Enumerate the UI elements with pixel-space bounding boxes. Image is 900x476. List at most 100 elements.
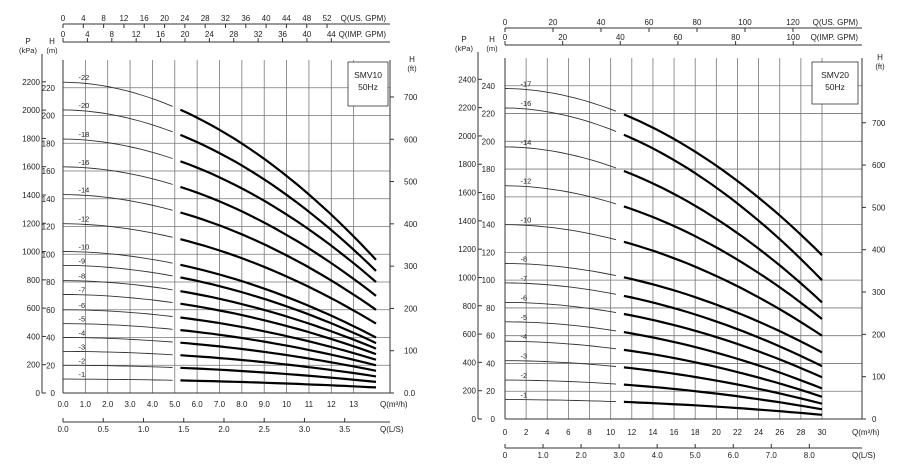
kpa-axis-unit: (kPa) <box>455 44 473 53</box>
head-m-tick-label: 20 <box>46 361 55 370</box>
impgpm-tick-label: 20 <box>181 30 190 39</box>
impgpm-tick-label: 4 <box>85 30 90 39</box>
curve-stages-2 <box>623 383 823 411</box>
curves: -1- 2- 3- 4- 5- 6- 7- 8- 9- 10- 12- 14- 16- 18- 20- 22 <box>62 73 377 389</box>
xls-tick-label: 6.0 <box>728 451 740 460</box>
xm3h-tick-label: 11 <box>305 400 314 409</box>
head-m-tick-label: 120 <box>42 223 56 232</box>
impgpm-tick-label: 60 <box>673 33 682 42</box>
curve-label-dash: - <box>79 285 82 294</box>
kpa-tick-label: 800 <box>463 302 477 311</box>
top-axes: 0 4 8 12 16 20 24 28 32 36 40 44 48 52 Q(US. GPM)0 4 8 12… <box>61 14 390 43</box>
head-m-tick-label: 200 <box>42 112 56 121</box>
impgpm-tick-label: 36 <box>278 30 287 39</box>
xls-tick-label: 1.5 <box>178 425 190 434</box>
impgpm-tick-label: 0 <box>503 33 508 42</box>
curve-label-dash: - <box>79 356 82 365</box>
curve-label-2: 2 <box>81 356 85 365</box>
head-m-tick-label: 40 <box>486 359 495 368</box>
usgpm-tick-label: 24 <box>180 14 189 23</box>
grid <box>504 58 863 420</box>
xm3h-tick-label: 12 <box>327 400 336 409</box>
curve-label-dash: - <box>521 391 524 400</box>
head-m-tick-label: 0 <box>491 415 496 424</box>
curve-stages-7 <box>623 294 823 368</box>
curve-label-10: 10 <box>81 242 89 251</box>
xm3h-tick-label: 28 <box>796 428 805 437</box>
xm3h-tick-label: 9.0 <box>259 400 271 409</box>
xls-tick-label: 0 <box>503 451 508 460</box>
curve-stages-6 <box>623 312 823 379</box>
head-m-tick-label: 180 <box>482 165 496 174</box>
curve-stages-7 <box>180 302 377 356</box>
frequency-label: 50Hz <box>358 82 378 92</box>
xls-tick-label: 3.5 <box>339 425 351 434</box>
curve-label-4: 4 <box>81 329 85 338</box>
curve-label-dash: - <box>79 370 82 379</box>
curve-stages-18-thin <box>62 138 173 159</box>
curve-stages-1-thin <box>63 378 173 381</box>
xm3h-tick-label: 1.0 <box>80 400 92 409</box>
usgpm-tick-label: 16 <box>140 14 149 23</box>
curve-label-2: 2 <box>523 371 527 380</box>
curve-label-12: 12 <box>81 215 89 224</box>
curve-stages-6 <box>180 316 377 361</box>
xm3h-tick-label: 20 <box>712 428 721 437</box>
kpa-tick-label: 2000 <box>22 106 40 115</box>
curve-stages-16-thin <box>504 107 617 132</box>
ft-tick-label: 500 <box>404 178 418 187</box>
ft-axis-label: H <box>409 55 415 64</box>
head-m-axis-label: H <box>49 37 55 46</box>
xm3h-tick-label: 13 <box>349 400 358 409</box>
xm3h-tick-label: 10 <box>282 400 291 409</box>
curve-stages-12-thin <box>504 185 617 205</box>
kpa-tick-label: 2200 <box>458 104 476 113</box>
impgpm-tick-label: 16 <box>156 30 165 39</box>
curve-label-6: 6 <box>523 293 527 302</box>
curve-label-dash: - <box>79 186 82 195</box>
ft-tick-label: 0 <box>872 415 877 424</box>
curve-label-9: 9 <box>81 256 85 265</box>
kpa-tick-label: 1600 <box>22 163 40 172</box>
curve-stages-10 <box>623 240 823 337</box>
ft-tick-label: 700 <box>872 119 886 128</box>
kpa-tick-label: 2400 <box>458 75 476 84</box>
kpa-tick-label: 1400 <box>458 217 476 226</box>
xm3h-tick-label: 4 <box>545 428 550 437</box>
ft-axis-unit: (ft) <box>875 62 885 71</box>
curve-stages-5 <box>623 331 823 390</box>
kpa-tick-label: 400 <box>27 332 41 341</box>
curve-stages-9-thin <box>63 264 173 277</box>
curve-label-dash: - <box>521 313 524 322</box>
curve-label-dash: - <box>521 177 524 186</box>
curve-label-14: 14 <box>81 186 89 195</box>
xm3h-axis-label: Q(m³/h) <box>852 428 880 437</box>
curve-stages-16 <box>623 133 823 281</box>
curve-stages-12-thin <box>62 223 173 238</box>
impgpm-tick-label: 28 <box>229 30 238 39</box>
kpa-tick-label: 1600 <box>458 189 476 198</box>
curve-label-1: 1 <box>81 370 85 379</box>
curve-label-dash: - <box>79 242 82 251</box>
head-m-tick-label: 60 <box>486 332 495 341</box>
curve-label-10: 10 <box>523 216 531 225</box>
right-axis: 0.0 100 200 300 400 500 600 700 H(ft) <box>390 55 418 398</box>
usgpm-tick-label: 120 <box>786 18 800 27</box>
usgpm-tick-label: 32 <box>221 14 230 23</box>
ft-tick-label: 200 <box>872 330 886 339</box>
xm3h-tick-label: 3.0 <box>125 400 137 409</box>
model-label: SMV10 <box>354 70 382 80</box>
curve-label-dash: - <box>521 352 524 361</box>
curve-label-18: 18 <box>81 130 89 139</box>
ft-tick-label: 200 <box>404 304 418 313</box>
curve-stages-14 <box>623 169 823 304</box>
curve-label-dash: - <box>521 371 524 380</box>
head-m-tick-label: 160 <box>482 193 496 202</box>
kpa-tick-label: 1000 <box>458 273 476 282</box>
curve-stages-1-thin <box>505 399 617 403</box>
impgpm-tick-label: 100 <box>787 33 801 42</box>
curve-stages-17 <box>623 113 823 256</box>
curve-label-5: 5 <box>523 313 527 322</box>
head-m-tick-label: 0 <box>51 389 56 398</box>
